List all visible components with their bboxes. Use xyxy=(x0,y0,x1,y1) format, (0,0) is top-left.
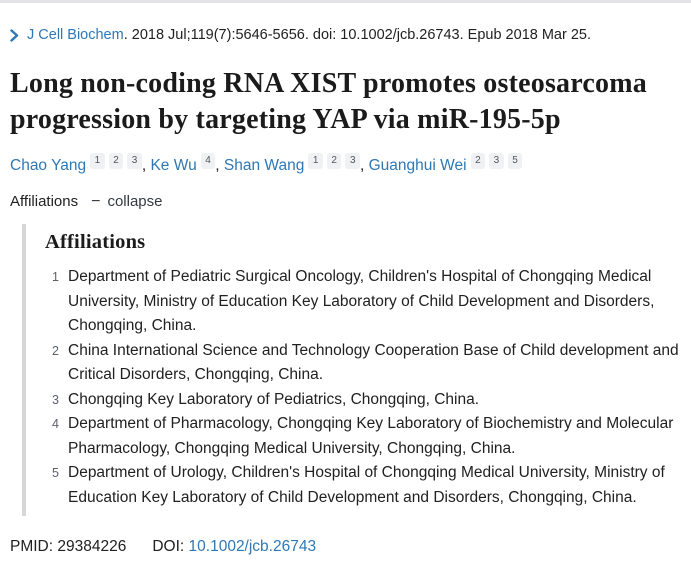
affiliation-superscript[interactable]: 3 xyxy=(345,153,360,169)
affiliation-number: 4 xyxy=(52,417,59,431)
breadcrumb: J Cell Biochem. 2018 Jul;119(7):5646-565… xyxy=(10,26,691,45)
pmid-label: PMID: xyxy=(10,538,54,555)
affiliation-text: Department of Pharmacology, Chongqing Ke… xyxy=(68,415,674,457)
affiliations-heading: Affiliations xyxy=(45,231,146,253)
journal-link[interactable]: J Cell Biochem xyxy=(27,27,124,43)
affiliation-text: Chongqing Key Laboratory of Pediatrics, … xyxy=(68,390,480,408)
affiliation-superscript[interactable]: 5 xyxy=(507,153,523,169)
identifiers-row: PMID: 29384226 DOI: 10.1002/jcb.26743 xyxy=(10,536,691,557)
affiliation-item: 4 Department of Pharmacology, Chongqing K… xyxy=(45,412,687,461)
affiliation-superscript[interactable]: 3 xyxy=(127,153,142,169)
author: Chao Yang 1 2 3, xyxy=(10,153,151,174)
collapse-minus-icon: − xyxy=(91,192,101,210)
affiliation-superscript[interactable]: 1 xyxy=(90,153,105,169)
affiliation-item: 2 China International Science and Technol… xyxy=(45,339,687,388)
pmid: PMID: 29384226 xyxy=(10,538,126,555)
author: Ke Wu 4, xyxy=(150,153,224,174)
affiliations-toggle[interactable]: Affiliations − collapse xyxy=(10,193,162,210)
affiliations-toggle-action: collapse xyxy=(107,193,163,210)
affiliation-superscript[interactable]: 3 xyxy=(489,153,504,169)
affiliation-number: 3 xyxy=(52,392,59,407)
article-title-line2: progression by targeting YAP via miR-195… xyxy=(10,104,561,135)
article-title: Long non-coding RNA XIST promotes osteos… xyxy=(10,66,691,138)
affiliations-toggle-label: Affiliations xyxy=(10,193,79,210)
affiliation-number: 5 xyxy=(52,466,59,480)
affiliation-superscript[interactable]: 2 xyxy=(326,153,342,169)
author-separator: , xyxy=(141,157,151,174)
affiliations-panel: Affiliations 1 Department of Pediatric Su… xyxy=(22,224,691,516)
article-title-line1: Long non-coding RNA XIST promotes osteos… xyxy=(10,68,647,99)
affiliation-superscript[interactable]: 1 xyxy=(308,153,323,169)
author-link[interactable]: Shan Wang xyxy=(223,157,305,174)
doi-label: DOI: xyxy=(152,538,185,555)
author-link[interactable]: Ke Wu xyxy=(150,157,197,174)
affiliation-number: 2 xyxy=(52,343,59,358)
chevron-right-icon xyxy=(10,29,19,42)
affiliations-list: 1 Department of Pediatric Surgical Oncolo… xyxy=(45,265,687,510)
affiliation-item: 1 Department of Pediatric Surgical Oncolo… xyxy=(45,265,687,339)
affiliation-superscript[interactable]: 2 xyxy=(470,153,486,169)
citation-text: . 2018 Jul;119(7):5646-5656. doi: 10.100… xyxy=(123,27,592,43)
author: Shan Wang 1 2 3, xyxy=(223,153,369,174)
author-link[interactable]: Guanghui Wei xyxy=(368,157,467,174)
doi-link[interactable]: 10.1002/jcb.26743 xyxy=(188,538,317,555)
authors-list: Chao Yang 1 2 3, Ke Wu 4, Shan Wang 1 2 3, Guan… xyxy=(10,153,691,177)
affiliation-text: China International Science and Technolo… xyxy=(68,341,679,384)
affiliation-item: 5 Department of Urology, Children's Hospi… xyxy=(45,461,687,510)
header-divider xyxy=(0,0,691,3)
pmid-value: 29384226 xyxy=(57,538,127,555)
author-link[interactable]: Chao Yang xyxy=(10,157,87,174)
author: Guanghui Wei 2 3 5 xyxy=(368,153,523,174)
author-separator: , xyxy=(215,157,224,174)
affiliation-text: Department of Pediatric Surgical Oncolog… xyxy=(68,268,655,334)
affiliation-superscript[interactable]: 2 xyxy=(108,153,124,169)
doi: DOI: 10.1002/jcb.26743 xyxy=(152,538,316,555)
citation-line: J Cell Biochem. 2018 Jul;119(7):5646-565… xyxy=(27,26,591,45)
affiliation-item: 3 Chongqing Key Laboratory of Pediatrics,… xyxy=(45,388,687,413)
affiliation-number: 1 xyxy=(52,270,59,284)
affiliation-superscript[interactable]: 4 xyxy=(200,153,216,169)
affiliation-text: Department of Urology, Children's Hospit… xyxy=(68,464,665,506)
author-separator: , xyxy=(360,157,369,174)
article-page: J Cell Biochem. 2018 Jul;119(7):5646-565… xyxy=(0,26,691,557)
